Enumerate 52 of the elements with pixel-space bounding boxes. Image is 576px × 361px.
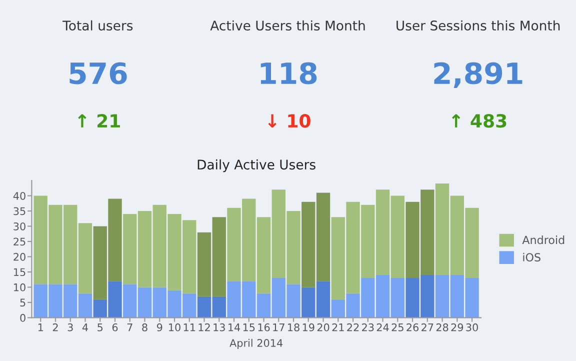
chart-title: Daily Active Users — [198, 159, 316, 172]
y-tick-label: 40 — [13, 192, 26, 200]
x-tick-label: 2 — [52, 323, 58, 332]
x-tick-label: 5 — [98, 324, 103, 332]
text: User Sessions this Month — [396, 20, 560, 31]
x-tick-label: 6 — [112, 323, 118, 332]
x-tick-label: 15 — [243, 324, 255, 332]
x-tick-label: 26 — [406, 323, 418, 332]
text: Total users — [62, 20, 133, 31]
text: ↓ 10 — [268, 114, 310, 128]
x-tick-label: 29 — [451, 323, 464, 332]
x-tick-label: 4 — [82, 324, 88, 332]
x-tick-label: 3 — [68, 323, 73, 332]
y-tick-label: 0 — [20, 314, 26, 322]
x-tick-label: 1 — [38, 324, 43, 332]
y-tick-label: 30 — [14, 222, 26, 230]
x-tick-label: 16 — [258, 323, 270, 332]
legend-label: iOS — [523, 252, 540, 262]
x-axis-title: April 2014 — [230, 338, 283, 349]
x-tick-label: 10 — [169, 323, 180, 332]
text: Active Users this Month — [210, 20, 365, 31]
x-tick-label: 11 — [184, 324, 196, 332]
x-tick-label: 28 — [436, 323, 448, 332]
x-tick-label: 12 — [198, 323, 210, 332]
x-tick-label: 22 — [347, 323, 359, 332]
x-tick-label: 14 — [228, 324, 240, 332]
x-tick-label: 20 — [317, 323, 330, 332]
text: 2,891 — [434, 62, 522, 88]
y-tick-label: 10 — [14, 283, 26, 292]
x-tick-label: 17 — [273, 324, 284, 332]
y-tick-label: 35 — [14, 207, 26, 216]
text: ↑ 21 — [78, 114, 120, 128]
y-tick-label: 5 — [20, 298, 26, 307]
y-tick-label: 25 — [14, 238, 26, 246]
text: ↑ 483 — [452, 114, 506, 128]
text: 118 — [260, 62, 317, 84]
legend-label: Android — [522, 236, 564, 244]
x-tick-label: 30 — [466, 323, 478, 332]
x-tick-label: 9 — [156, 323, 162, 332]
x-tick-label: 7 — [127, 324, 132, 332]
x-tick-label: 8 — [142, 323, 148, 332]
x-tick-label: 21 — [332, 323, 344, 332]
x-tick-label: 27 — [422, 323, 434, 332]
y-tick-label: 20 — [14, 252, 26, 261]
x-tick-label: 25 — [392, 323, 404, 332]
text: 576 — [70, 62, 127, 84]
x-tick-label: 23 — [362, 323, 374, 332]
x-tick-label: 19 — [302, 323, 314, 332]
x-tick-label: 18 — [288, 323, 300, 332]
x-tick-label: 13 — [214, 323, 225, 332]
x-tick-label: 24 — [376, 323, 389, 332]
y-tick-label: 15 — [14, 268, 26, 276]
